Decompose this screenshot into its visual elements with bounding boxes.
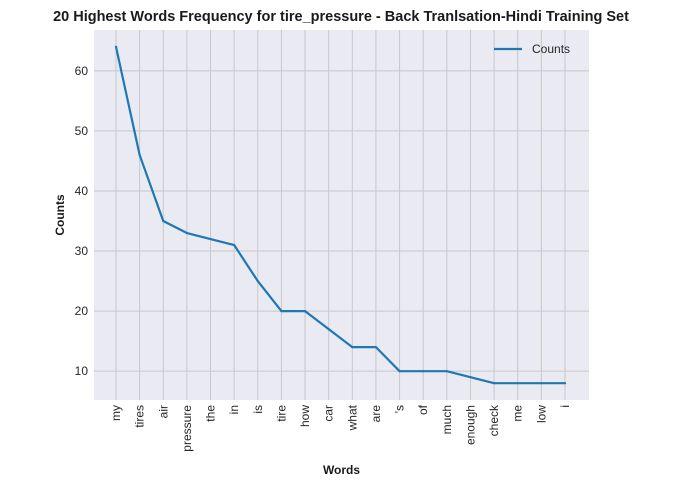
y-tick-label: 50	[75, 124, 89, 138]
data-point	[233, 243, 236, 247]
x-tick-label: check	[487, 404, 501, 436]
y-tick-label: 10	[75, 364, 89, 378]
data-point	[445, 370, 448, 373]
x-tick-label: how	[298, 405, 312, 427]
x-tick-label: i	[558, 405, 572, 408]
x-tick-label: in	[227, 405, 241, 414]
data-point	[280, 310, 283, 313]
chart-title: 20 Highest Words Frequency for tire_pres…	[53, 9, 629, 25]
data-point	[303, 310, 307, 313]
data-point	[162, 219, 165, 223]
data-point	[469, 376, 472, 379]
x-tick-label: tires	[133, 405, 147, 428]
data-point	[516, 382, 519, 385]
data-point	[374, 346, 378, 349]
x-tick-label: 's	[393, 405, 407, 413]
x-tick-label: what	[345, 404, 359, 431]
x-tick-label: my	[109, 405, 123, 421]
data-point	[422, 370, 425, 373]
x-tick-label: is	[251, 405, 265, 414]
data-point	[256, 279, 259, 283]
x-tick-label: air	[156, 405, 170, 418]
x-axis-ticks: my tires air pressure the in is tire how car what a…	[109, 404, 572, 452]
y-tick-label: 30	[75, 244, 89, 258]
x-axis-label: Words	[323, 463, 360, 477]
series-layer	[114, 45, 567, 385]
data-point	[138, 153, 141, 157]
y-axis-ticks: 10 20 30 40 50 60	[75, 64, 89, 378]
data-point	[563, 382, 567, 385]
legend: Counts	[494, 42, 570, 56]
data-point	[398, 370, 401, 373]
data-point	[114, 45, 118, 48]
series-line	[114, 45, 567, 385]
x-tick-label: pressure	[180, 405, 194, 452]
y-axis-label: Counts	[53, 194, 67, 236]
x-tick-label: me	[511, 405, 525, 422]
x-tick-label: the	[204, 405, 218, 422]
plot-area	[94, 30, 589, 400]
data-point	[540, 382, 543, 385]
x-tick-label: of	[416, 404, 430, 415]
x-tick-label: much	[440, 405, 454, 434]
legend-label: Counts	[532, 42, 570, 56]
y-tick-label: 60	[75, 64, 89, 78]
data-point	[327, 328, 330, 331]
data-point	[492, 382, 496, 385]
x-tick-label: car	[322, 405, 336, 422]
data-point	[185, 231, 188, 235]
x-tick-label: are	[369, 405, 383, 423]
y-tick-label: 20	[75, 304, 89, 318]
y-tick-label: 40	[75, 184, 89, 198]
x-tick-label: enough	[463, 405, 477, 445]
x-tick-label: tire	[274, 405, 288, 422]
x-tick-label: low	[534, 405, 548, 423]
grid-lines	[94, 30, 589, 400]
data-point	[351, 346, 354, 349]
data-point	[209, 237, 212, 241]
